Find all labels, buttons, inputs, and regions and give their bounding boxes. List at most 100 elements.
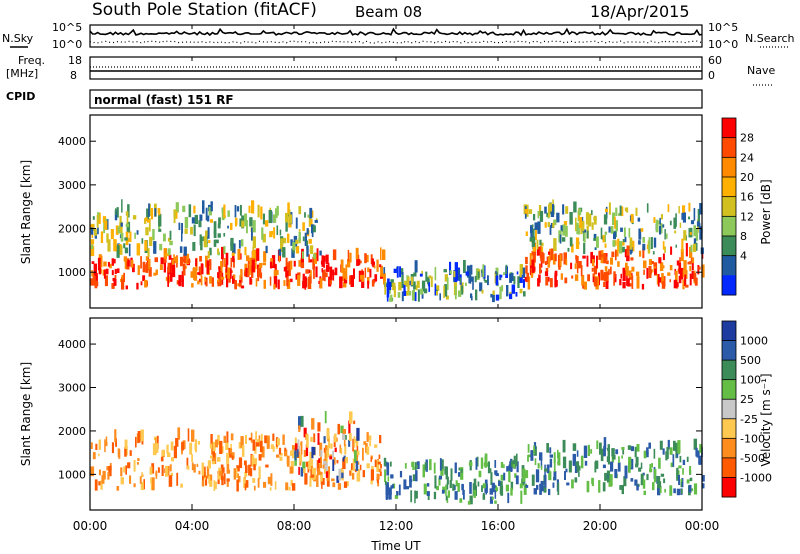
echo-cell	[234, 280, 237, 290]
echo-cell	[101, 475, 105, 484]
echo-cell	[564, 277, 568, 284]
echo-cell	[643, 450, 647, 459]
echo-cell	[701, 264, 705, 278]
echo-cell	[232, 243, 236, 254]
echo-cell	[622, 239, 625, 245]
echo-cell	[642, 247, 645, 259]
echo-cell	[673, 440, 676, 451]
echo-cell	[676, 453, 679, 458]
echo-cell	[660, 214, 663, 220]
echo-cell	[195, 258, 198, 267]
echo-cell	[693, 272, 697, 282]
echo-cell	[360, 260, 362, 264]
echo-cell	[591, 483, 594, 487]
freq-tick-top: 18	[68, 54, 82, 67]
echo-cell	[127, 260, 130, 267]
echo-cell	[658, 257, 662, 264]
echo-cell	[324, 469, 326, 474]
echo-cell	[240, 268, 243, 277]
echo-cell	[246, 255, 250, 262]
echo-cell	[332, 249, 337, 261]
echo-cell	[624, 465, 628, 479]
echo-cell	[255, 278, 258, 287]
echo-cell	[557, 482, 560, 495]
echo-cell	[304, 212, 306, 218]
echo-cell	[599, 442, 602, 455]
echo-cell	[316, 248, 319, 262]
echo-cell	[622, 447, 625, 455]
echo-cell	[302, 236, 305, 242]
echo-cell	[353, 268, 355, 279]
echo-cell	[693, 208, 696, 221]
echo-cell	[339, 444, 342, 453]
echo-cell	[347, 249, 350, 262]
echo-cell	[330, 443, 333, 449]
echo-cell	[693, 238, 697, 247]
echo-cell	[319, 442, 323, 456]
echo-cell	[349, 252, 352, 263]
echo-cell	[300, 262, 305, 269]
colorbar-swatch	[722, 477, 736, 498]
echo-cell	[256, 439, 260, 443]
echo-cell	[130, 259, 134, 268]
echo-cell	[288, 214, 292, 224]
echo-cell	[428, 275, 432, 279]
echo-cell	[95, 443, 98, 450]
echo-cell	[277, 269, 279, 275]
echo-cell	[533, 442, 537, 449]
echo-cell	[454, 462, 457, 474]
echo-cell	[652, 482, 655, 491]
echo-cell	[119, 227, 122, 232]
echo-cell	[401, 291, 404, 302]
echo-cell	[576, 260, 579, 274]
echo-cell	[342, 431, 346, 440]
colorbar-swatch	[722, 157, 736, 178]
echo-cell	[172, 264, 176, 278]
velocity-colorbar-label: Velocity [m s⁻¹]	[759, 373, 773, 466]
echo-cell	[104, 441, 108, 447]
echo-cell	[144, 279, 148, 288]
echo-cell	[646, 473, 649, 481]
echo-cell	[676, 488, 681, 496]
echo-cell	[222, 467, 225, 473]
echo-cell	[288, 486, 291, 491]
echo-cell	[445, 495, 448, 501]
nsearch-tick-top: 10^5	[708, 21, 738, 34]
echo-cell	[209, 276, 212, 284]
echo-cell	[481, 289, 484, 294]
echo-cell	[535, 469, 540, 483]
echo-cell	[543, 485, 547, 493]
echo-cell	[219, 470, 223, 476]
echo-cell	[463, 489, 465, 500]
echo-cell	[252, 478, 256, 483]
echo-cell	[691, 259, 694, 271]
echo-cell	[181, 223, 183, 234]
echo-cell	[596, 255, 598, 269]
echo-cell	[445, 484, 447, 496]
echo-cell	[539, 483, 542, 495]
echo-cell	[226, 469, 231, 474]
echo-cell	[174, 211, 178, 219]
echo-cell	[173, 209, 176, 218]
echo-cell	[298, 466, 300, 475]
echo-cell	[178, 281, 182, 285]
echo-cell	[200, 263, 204, 267]
echo-cell	[683, 260, 687, 271]
echo-cell	[602, 482, 606, 492]
echo-cell	[659, 225, 662, 235]
echo-cell	[204, 276, 207, 282]
echo-cell	[539, 452, 543, 461]
echo-cell	[247, 268, 250, 278]
echo-cell	[307, 279, 311, 289]
echo-cell	[630, 214, 634, 223]
echo-cell	[516, 271, 519, 275]
echo-cell	[413, 272, 417, 277]
echo-cell	[699, 203, 703, 215]
echo-cell	[328, 436, 330, 449]
echo-cell	[217, 248, 219, 255]
echo-cell	[549, 470, 551, 475]
echo-cell	[394, 495, 399, 499]
echo-cell	[167, 466, 170, 476]
echo-cell	[693, 483, 698, 495]
echo-cell	[673, 217, 677, 229]
